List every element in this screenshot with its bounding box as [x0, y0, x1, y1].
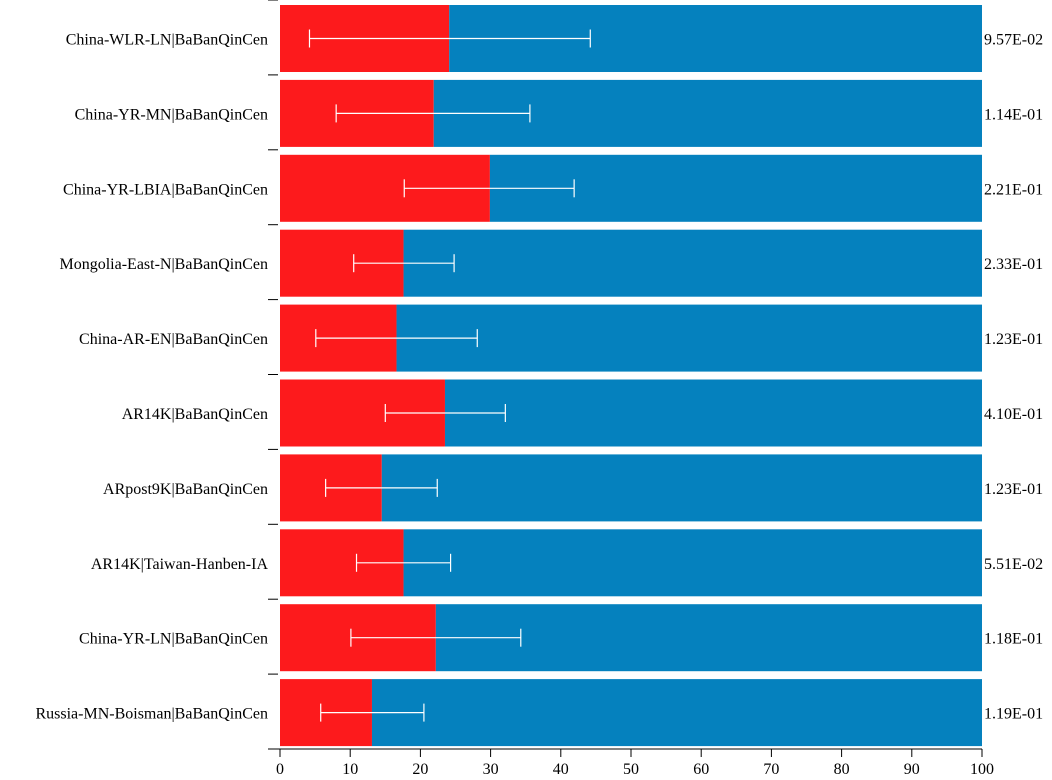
category-label: AR14K|BaBanQinCen: [122, 406, 268, 423]
error-bar-9: [320, 703, 425, 722]
p-value-labels-layer: 9.57E-02 1.14E-01 2.21E-01 2.33E-01 1.23E-01…: [984, 32, 1043, 723]
x-tick-label: 0: [276, 761, 284, 778]
error-bar-0: [308, 29, 591, 48]
error-bar-5: [384, 404, 506, 422]
p-value-label: 1.14E-01: [984, 106, 1043, 123]
p-value-label: 1.19E-01: [984, 706, 1043, 723]
error-bar-4: [315, 329, 478, 348]
category-label: ARpost9K|BaBanQinCen: [103, 481, 268, 498]
error-bar-8: [350, 628, 522, 647]
x-tick-label: 60: [693, 761, 709, 778]
bar-segment-blue-3: [403, 229, 982, 297]
x-tick-label: 50: [623, 761, 639, 778]
error-bars-layer: [308, 29, 591, 722]
p-value-label: 1.23E-01: [984, 481, 1043, 498]
bar-segment-blue-7: [403, 529, 982, 597]
category-label: China-YR-LBIA|BaBanQinCen: [63, 181, 268, 198]
error-bar-3: [353, 254, 455, 273]
bars-layer: [280, 5, 983, 747]
x-tick-label: 90: [904, 761, 920, 778]
x-tick-label: 100: [970, 761, 994, 778]
error-bar-6: [325, 478, 438, 497]
p-value-label: 9.57E-02: [984, 32, 1043, 49]
category-label: China-YR-MN|BaBanQinCen: [75, 106, 268, 123]
category-label: China-YR-LN|BaBanQinCen: [79, 631, 268, 648]
p-value-label: 4.10E-01: [984, 406, 1043, 423]
category-labels-layer: China-WLR-LN|BaBanQinCen China-YR-MN|BaBa…: [35, 32, 268, 723]
bar-segment-blue-9: [371, 679, 982, 747]
category-label: China-WLR-LN|BaBanQinCen: [66, 32, 268, 49]
x-tick-label: 20: [412, 761, 428, 778]
category-label: AR14K|Taiwan-Hanben-IA: [91, 556, 269, 573]
p-value-label: 1.23E-01: [984, 331, 1043, 348]
p-value-label: 2.33E-01: [984, 256, 1043, 273]
error-bar-2: [403, 179, 575, 198]
p-value-label: 5.51E-02: [984, 556, 1043, 573]
error-bar-7: [355, 553, 452, 572]
bar-segment-blue-5: [444, 379, 983, 447]
p-value-label: 1.18E-01: [984, 631, 1043, 648]
x-tick-label: 10: [342, 761, 358, 778]
bar-segment-blue-4: [396, 304, 983, 372]
p-value-label: 2.21E-01: [984, 181, 1043, 198]
error-bar-1: [335, 104, 531, 123]
x-tick-label: 30: [483, 761, 499, 778]
axes-layer: 0 10 20 30 40 50 60 70 80 90 100: [268, 0, 994, 778]
category-label: Russia-MN-Boisman|BaBanQinCen: [35, 706, 268, 723]
bar-segment-blue-6: [381, 454, 982, 522]
x-tick-label: 80: [834, 761, 850, 778]
x-tick-label: 70: [763, 761, 779, 778]
category-label: Mongolia-East-N|BaBanQinCen: [60, 256, 269, 273]
category-label: China-AR-EN|BaBanQinCen: [79, 331, 268, 348]
x-tick-label: 40: [553, 761, 569, 778]
bar-segment-blue-8: [435, 604, 982, 672]
